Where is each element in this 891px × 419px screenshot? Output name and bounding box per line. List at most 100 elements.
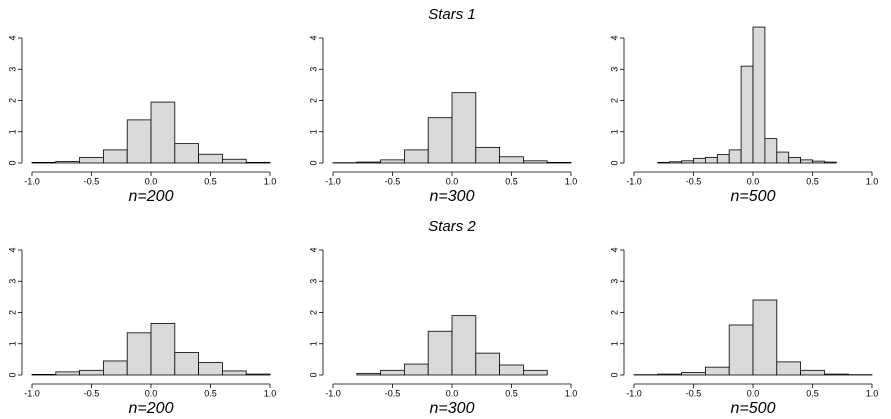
x-tick-label: -1.0 — [325, 388, 341, 398]
x-axis-label: n=500 — [731, 188, 776, 205]
x-tick-label: 0.5 — [505, 176, 518, 186]
y-tick-label: 1 — [609, 341, 619, 346]
histogram-bar — [788, 156, 802, 164]
histogram-bar — [800, 159, 813, 164]
x-tick-label: 0.0 — [747, 176, 760, 186]
x-tick-label: 0.5 — [204, 176, 217, 186]
y-tick-label: 0 — [609, 372, 619, 377]
histogram-bar — [740, 65, 754, 164]
x-tick-label: 1.0 — [565, 176, 578, 186]
histogram-bar — [681, 372, 706, 376]
y-tick-label: 4 — [7, 247, 17, 252]
histogram-bar — [657, 373, 682, 376]
x-tick-label: 0.0 — [446, 388, 459, 398]
histogram-bar — [824, 161, 837, 164]
x-tick-label: -1.0 — [325, 176, 341, 186]
x-tick-label: -0.5 — [385, 176, 401, 186]
y-tick-label: 3 — [308, 279, 318, 284]
y-tick-label: 1 — [7, 129, 17, 134]
histogram-bar — [356, 161, 381, 164]
y-tick-label: 2 — [609, 98, 619, 103]
histogram-bar — [79, 369, 104, 376]
histogram-bar — [174, 352, 200, 376]
x-tick-label: -1.0 — [24, 388, 40, 398]
histogram-bar — [356, 373, 381, 376]
y-tick-label: 3 — [308, 67, 318, 72]
x-axis-label: n=200 — [129, 188, 174, 205]
y-tick-label: 0 — [7, 372, 17, 377]
histogram-bar — [693, 157, 706, 164]
x-tick-label: -0.5 — [84, 388, 100, 398]
x-tick-label: 1.0 — [264, 388, 277, 398]
y-tick-label: 1 — [308, 341, 318, 346]
y-tick-label: 2 — [308, 310, 318, 315]
y-tick-label: 3 — [7, 67, 17, 72]
y-tick-label: 1 — [308, 129, 318, 134]
panel-title: Stars 2 — [428, 218, 476, 235]
y-tick-label: 1 — [609, 129, 619, 134]
histogram-bar — [150, 323, 176, 376]
histogram-bar — [499, 156, 524, 164]
histogram-bar — [669, 161, 683, 164]
y-tick-label: 1 — [7, 341, 17, 346]
y-tick-label: 0 — [7, 160, 17, 165]
x-tick-label: 1.0 — [565, 388, 578, 398]
panel-title: Stars 1 — [428, 6, 476, 23]
x-tick-label: 1.0 — [866, 388, 879, 398]
histogram-bar — [31, 373, 57, 376]
x-tick-label: -1.0 — [626, 388, 642, 398]
histogram-bar — [451, 92, 477, 164]
histogram-bar — [126, 332, 152, 376]
histogram-bar — [475, 352, 500, 376]
histogram-bar — [198, 362, 223, 376]
y-tick-label: 0 — [609, 160, 619, 165]
y-tick-label: 2 — [7, 98, 17, 103]
histogram-bar — [728, 149, 742, 164]
y-tick-label: 4 — [609, 247, 619, 252]
histogram-bar — [728, 324, 754, 376]
histogram-bar — [657, 161, 671, 164]
histogram-bar — [776, 361, 801, 376]
histogram-bar — [427, 117, 453, 164]
histogram-bar — [499, 364, 524, 376]
y-tick-label: 4 — [609, 35, 619, 40]
x-tick-label: -1.0 — [24, 176, 40, 186]
y-tick-label: 2 — [609, 310, 619, 315]
histogram-bar — [523, 160, 548, 164]
histogram-bar — [812, 160, 825, 164]
x-tick-label: 0.5 — [204, 388, 217, 398]
histogram-bar — [705, 156, 718, 164]
x-tick-label: 0.5 — [806, 176, 819, 186]
y-tick-label: 0 — [308, 372, 318, 377]
histogram-bar — [752, 299, 778, 376]
x-tick-label: 0.0 — [446, 176, 459, 186]
histogram-bar — [245, 373, 271, 376]
histogram-bar — [451, 315, 477, 376]
histogram-bar — [546, 161, 572, 164]
x-tick-label: -0.5 — [84, 176, 100, 186]
histogram-bar — [79, 156, 104, 164]
histogram-bar — [198, 153, 223, 164]
y-tick-label: 4 — [7, 35, 17, 40]
histogram-bar — [221, 370, 247, 376]
histogram-bar — [103, 149, 128, 164]
histogram-bar — [403, 149, 429, 164]
y-tick-label: 2 — [7, 310, 17, 315]
x-tick-label: 0.5 — [806, 388, 819, 398]
histogram-bar — [681, 160, 694, 164]
histogram-bar — [705, 366, 730, 376]
histogram-bar — [764, 138, 778, 164]
x-axis-label: n=300 — [430, 400, 475, 417]
y-tick-label: 2 — [308, 98, 318, 103]
histogram-bar — [752, 26, 766, 164]
histogram-bar — [475, 146, 500, 164]
histogram-bar — [221, 158, 247, 164]
x-tick-label: -1.0 — [626, 176, 642, 186]
x-axis-label: n=500 — [731, 400, 776, 417]
y-tick-label: 4 — [308, 247, 318, 252]
y-tick-label: 0 — [308, 160, 318, 165]
x-tick-label: 0.0 — [747, 388, 760, 398]
histogram-bar — [427, 330, 453, 376]
x-axis-label: n=200 — [129, 400, 174, 417]
